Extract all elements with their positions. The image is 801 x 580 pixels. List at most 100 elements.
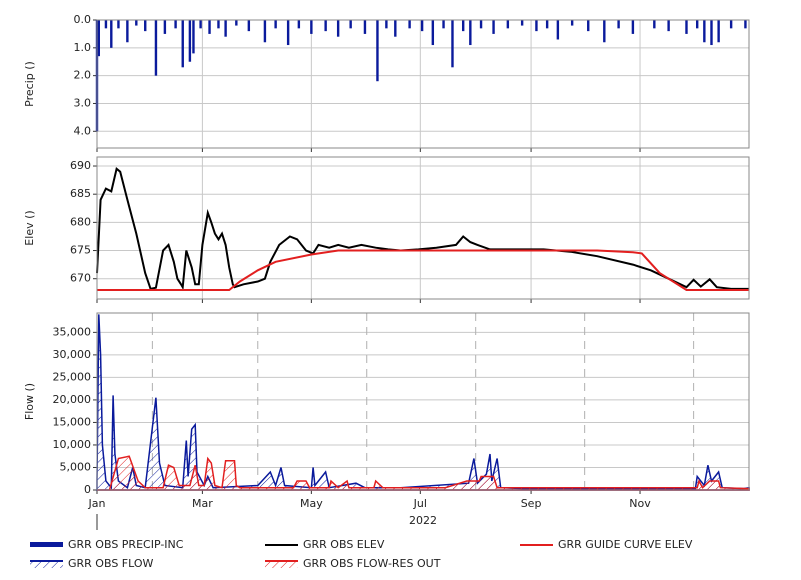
bar <box>247 20 251 32</box>
bar <box>617 20 620 29</box>
bar <box>653 20 656 29</box>
bar <box>163 20 167 34</box>
bar <box>217 20 220 29</box>
bar <box>310 20 313 34</box>
y-tick-label: 675 <box>70 244 91 257</box>
bar <box>442 20 445 29</box>
bar <box>535 20 538 32</box>
bar <box>710 20 713 46</box>
bar <box>570 20 574 26</box>
bar <box>545 20 549 29</box>
bar <box>349 20 352 29</box>
bar <box>685 20 688 34</box>
y-tick-label: 0 <box>84 483 91 496</box>
bar <box>286 20 290 46</box>
y-tick-label: 20,000 <box>53 393 92 406</box>
x-tick-label: Jan <box>88 497 106 510</box>
bar <box>126 20 129 43</box>
plot-frame <box>96 156 750 300</box>
bar <box>520 20 524 26</box>
x-tick-label: Nov <box>629 497 651 510</box>
bar <box>192 20 195 54</box>
plot-area <box>97 313 749 490</box>
y-tick-label: 25,000 <box>53 370 92 383</box>
bar <box>135 20 138 26</box>
plot-frame <box>96 19 750 149</box>
y-axis-label: Precip () <box>23 61 36 107</box>
bar <box>631 20 635 34</box>
legend-swatch <box>30 542 63 547</box>
x-axis-label: 2022 <box>409 514 437 527</box>
bar <box>729 20 733 29</box>
bar <box>587 20 590 32</box>
bar <box>667 20 670 32</box>
y-tick-label: 685 <box>70 187 91 200</box>
y-tick-label: 5,000 <box>60 460 92 473</box>
bar <box>376 20 379 82</box>
bar <box>97 20 100 57</box>
bar <box>174 20 177 29</box>
y-tick-label: 10,000 <box>53 438 92 451</box>
legend-swatch <box>30 561 63 568</box>
bar <box>235 20 238 26</box>
bar <box>144 20 147 32</box>
bar <box>188 20 192 62</box>
y-tick-label: 670 <box>70 272 91 285</box>
bar <box>297 20 301 29</box>
bar <box>744 20 747 29</box>
y-tick-label: 690 <box>70 159 91 172</box>
plot-area <box>97 20 749 148</box>
plot-frame <box>96 312 750 491</box>
y-tick-label: 2.0 <box>74 69 92 82</box>
bar <box>408 20 411 29</box>
bar <box>208 20 211 34</box>
bar <box>274 20 277 29</box>
bar <box>506 20 510 29</box>
bar <box>154 20 158 76</box>
bar <box>556 20 560 40</box>
bar <box>420 20 424 32</box>
bar <box>461 20 465 32</box>
bar <box>110 20 113 48</box>
bar <box>431 20 435 46</box>
y-tick-label: 15,000 <box>53 415 92 428</box>
bar <box>451 20 454 68</box>
bar <box>199 20 202 29</box>
bar <box>104 20 108 29</box>
bar <box>695 20 699 29</box>
y-tick-label: 4.0 <box>74 124 92 137</box>
x-tick-label: Mar <box>192 497 213 510</box>
legend-label: GRR OBS FLOW <box>68 557 154 570</box>
bar <box>336 20 340 37</box>
legend-label: GRR OBS PRECIP-INC <box>68 538 184 551</box>
y-axis-label: Elev () <box>23 210 36 245</box>
line <box>97 249 749 291</box>
bar <box>224 20 227 37</box>
bar <box>181 20 184 68</box>
x-tick-label: Jul <box>413 497 427 510</box>
y-tick-label: 0.0 <box>74 13 92 26</box>
legend-swatch <box>265 561 298 568</box>
y-tick-label: 3.0 <box>74 96 92 109</box>
bar <box>263 20 267 43</box>
area <box>97 455 750 491</box>
bar <box>492 20 495 34</box>
bar <box>717 20 720 43</box>
bar <box>363 20 367 34</box>
bar <box>385 20 388 29</box>
bar <box>479 20 483 29</box>
x-tick-label: May <box>300 497 323 510</box>
bar <box>324 20 327 32</box>
x-tick-label: Sep <box>521 497 542 510</box>
y-tick-label: 30,000 <box>53 348 92 361</box>
y-tick-label: 35,000 <box>53 325 92 338</box>
bar <box>469 20 472 46</box>
bar <box>394 20 397 37</box>
bar <box>703 20 706 43</box>
legend-label: GRR GUIDE CURVE ELEV <box>558 538 693 551</box>
legend-label: GRR OBS ELEV <box>303 538 385 551</box>
legend-label: GRR OBS FLOW-RES OUT <box>303 557 441 570</box>
y-tick-label: 680 <box>70 215 91 228</box>
y-axis-label: Flow () <box>23 383 36 420</box>
